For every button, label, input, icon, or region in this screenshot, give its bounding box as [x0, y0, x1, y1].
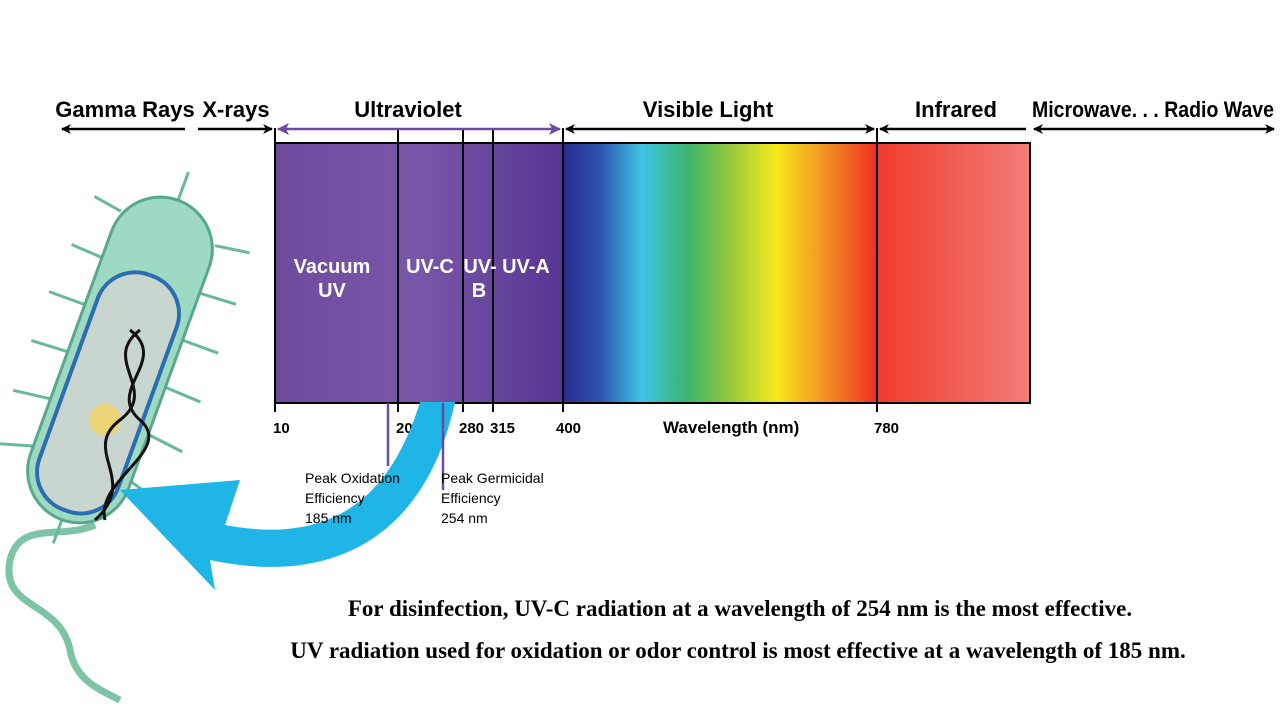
bacterium: [0, 171, 250, 704]
band-label: Infrared: [915, 97, 997, 122]
dna: [94, 328, 151, 522]
annotation: 185 nm: [305, 510, 352, 526]
tick-label: 400: [556, 420, 581, 437]
annotation: Efficiency: [305, 490, 365, 506]
spikes: [0, 171, 250, 544]
annotation: Peak Oxidation: [305, 470, 400, 486]
tick-label: 280: [459, 420, 484, 437]
annotation: 254 nm: [441, 510, 488, 526]
infrared-band: [877, 143, 1030, 403]
caption: For disinfection, UV-C radiation at a wa…: [348, 596, 1132, 621]
nucleoid: [89, 404, 121, 436]
band-label: Ultraviolet: [354, 97, 462, 122]
axis-label: Wavelength (nm): [663, 418, 799, 437]
region-label: UV-A: [502, 256, 550, 278]
band-label: Visible Light: [643, 97, 774, 122]
dividers: [274, 128, 878, 412]
pointer-arrow: [120, 402, 455, 590]
band-label: Microwave. . . Radio Wave: [1032, 97, 1274, 122]
band-label: Gamma Rays: [55, 97, 194, 122]
caption: UV radiation used for oxidation or odor …: [290, 638, 1185, 663]
region-label: Vacuum: [294, 256, 371, 278]
band-label: X-rays: [202, 97, 269, 122]
uv-band: [275, 143, 563, 403]
tick-label: 10: [273, 420, 290, 437]
annotations: Peak Oxidation Efficiency 185 nm Peak Ge…: [305, 403, 544, 526]
flagellum: [5, 521, 122, 704]
region-label: UV-: [463, 256, 496, 278]
region-label: UV: [318, 280, 346, 302]
annotation: Peak Germicidal: [441, 470, 544, 486]
visible-band: [563, 143, 877, 403]
tick-label: 315: [490, 420, 515, 437]
region-label: B: [472, 280, 486, 302]
annotation: Efficiency: [441, 490, 501, 506]
cell-body: [35, 270, 181, 516]
spectrum: [274, 128, 1031, 412]
region-label: UV-C: [406, 256, 454, 278]
tick-label: 780: [874, 420, 899, 437]
